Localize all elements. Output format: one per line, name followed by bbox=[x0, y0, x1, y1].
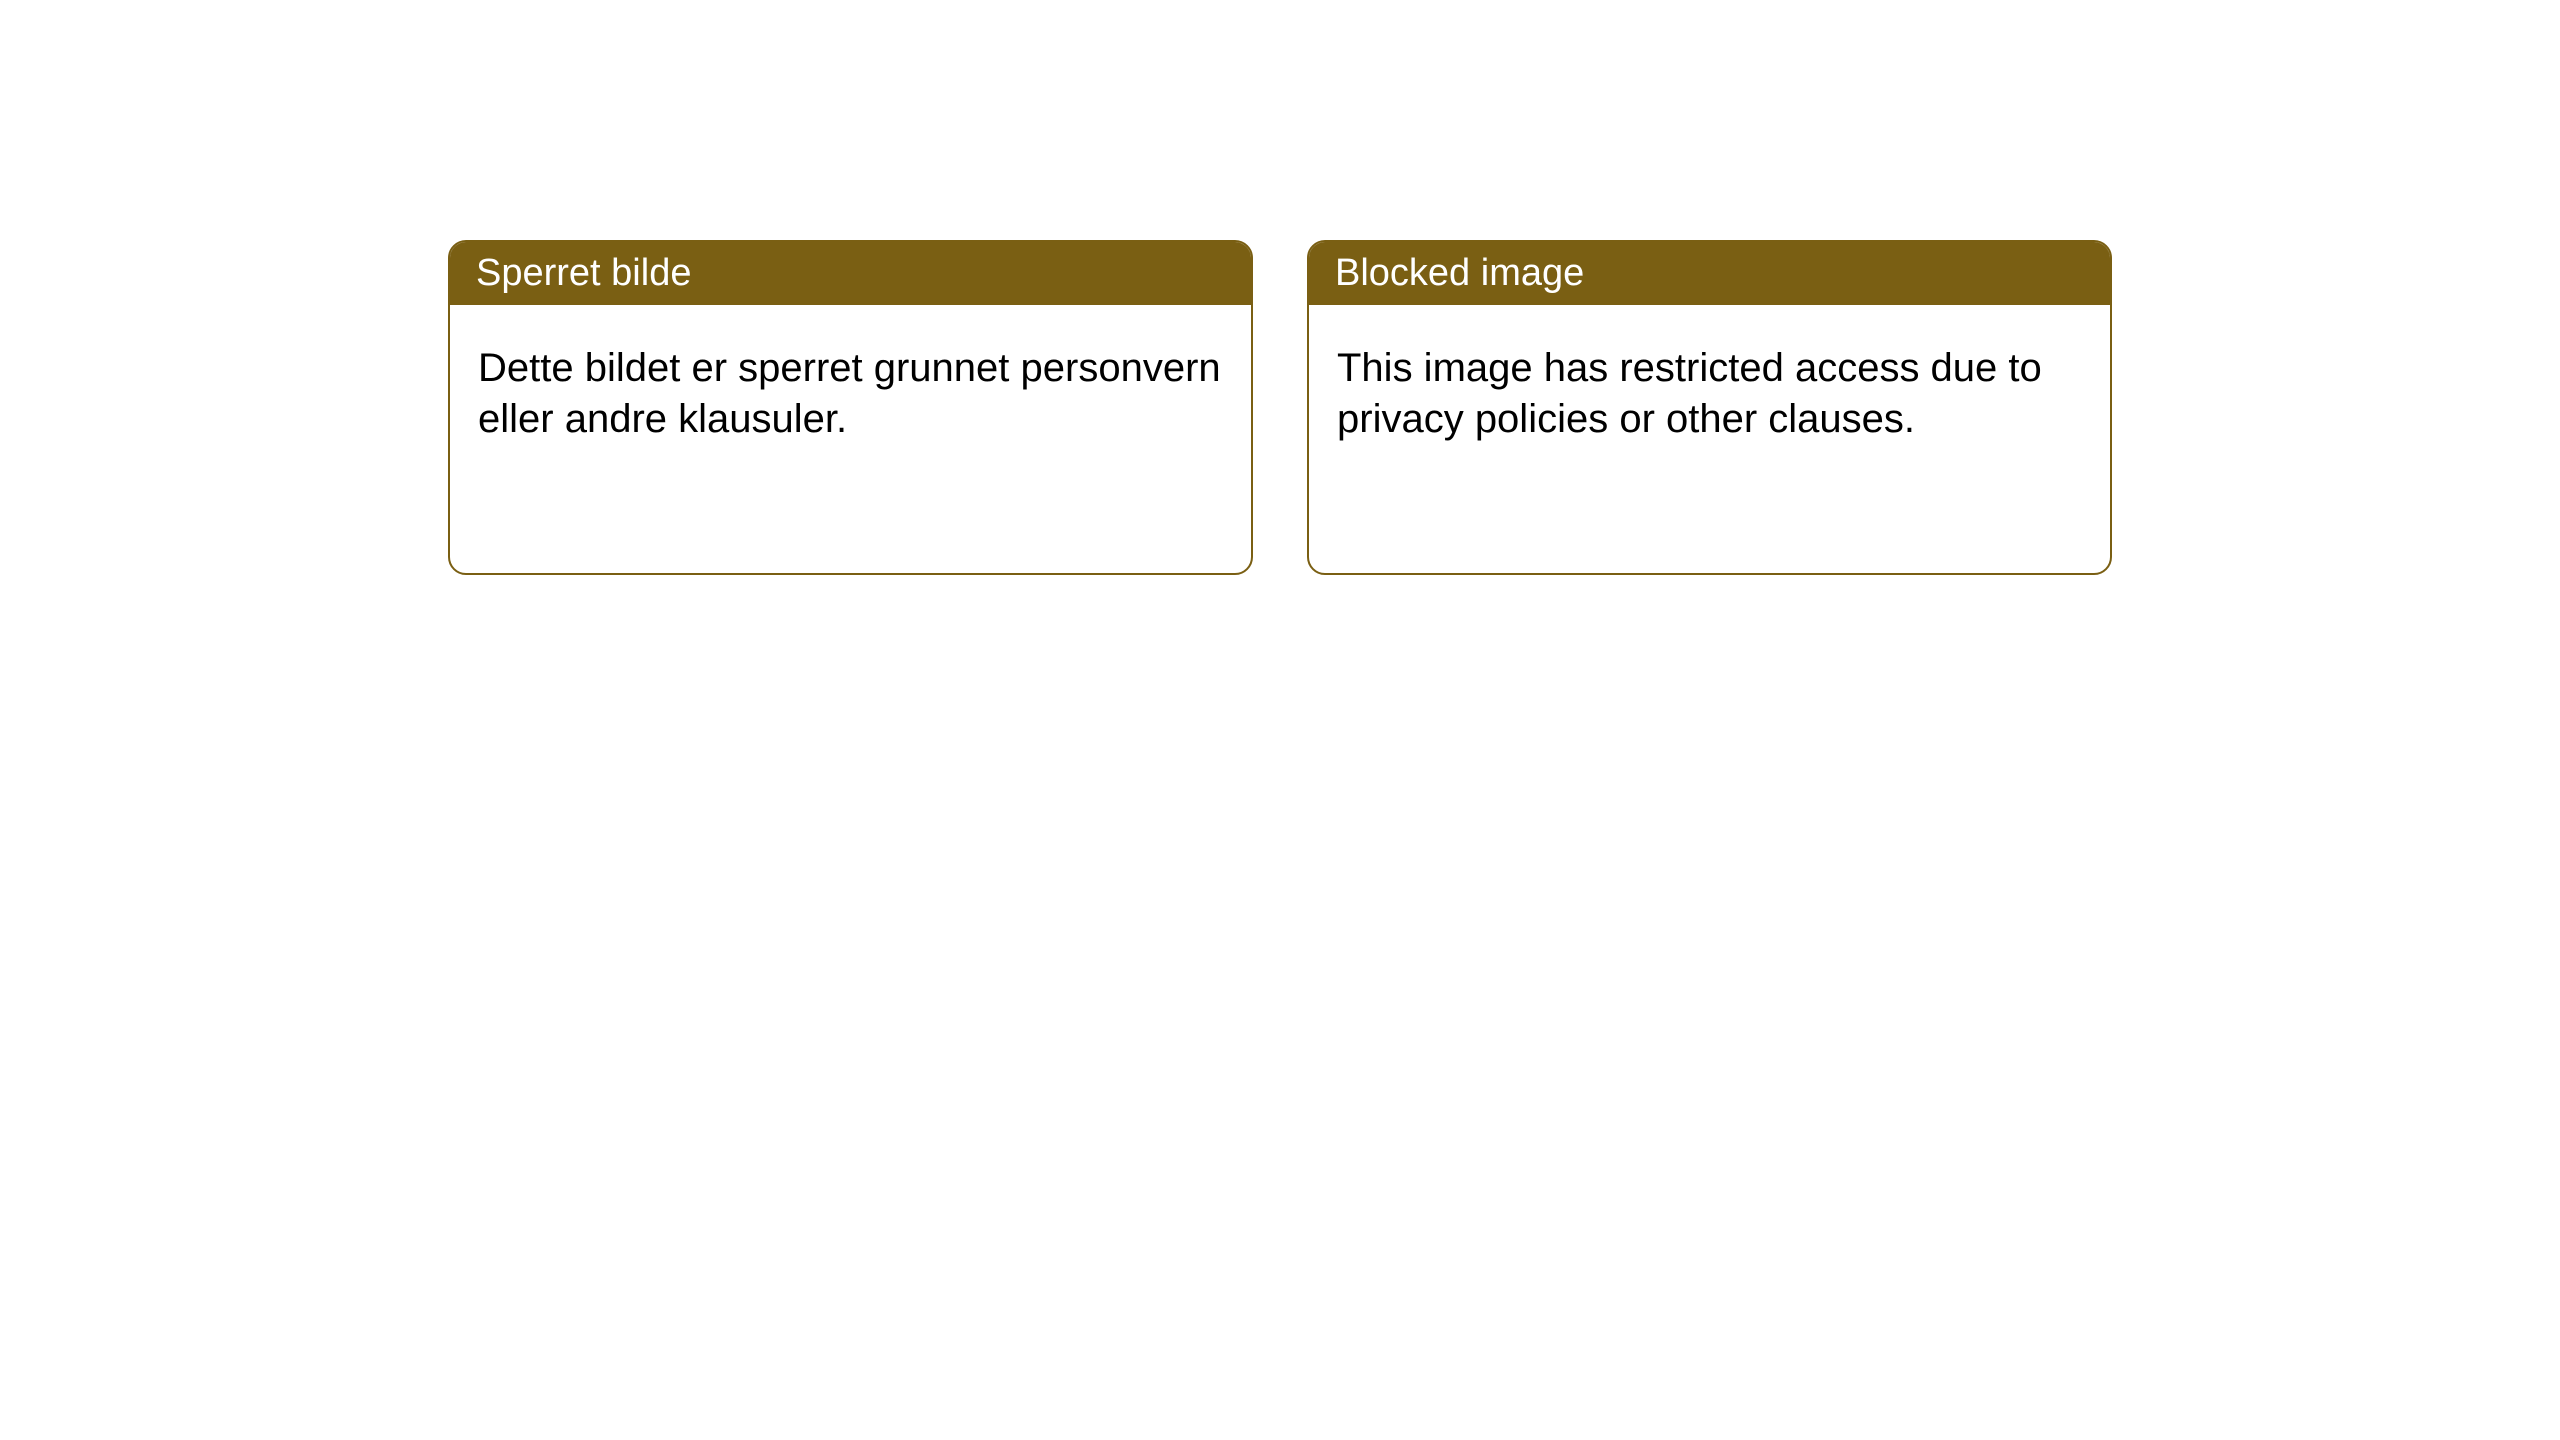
card-header: Sperret bilde bbox=[450, 242, 1251, 305]
card-title: Sperret bilde bbox=[476, 252, 691, 294]
card-body: This image has restricted access due to … bbox=[1309, 305, 2110, 483]
blocked-image-card-no: Sperret bilde Dette bildet er sperret gr… bbox=[448, 240, 1253, 575]
card-body: Dette bildet er sperret grunnet personve… bbox=[450, 305, 1251, 483]
cards-container: Sperret bilde Dette bildet er sperret gr… bbox=[0, 0, 2560, 575]
card-body-text: Dette bildet er sperret grunnet personve… bbox=[478, 346, 1221, 441]
card-header: Blocked image bbox=[1309, 242, 2110, 305]
blocked-image-card-en: Blocked image This image has restricted … bbox=[1307, 240, 2112, 575]
card-title: Blocked image bbox=[1335, 252, 1584, 294]
card-body-text: This image has restricted access due to … bbox=[1337, 346, 2042, 441]
